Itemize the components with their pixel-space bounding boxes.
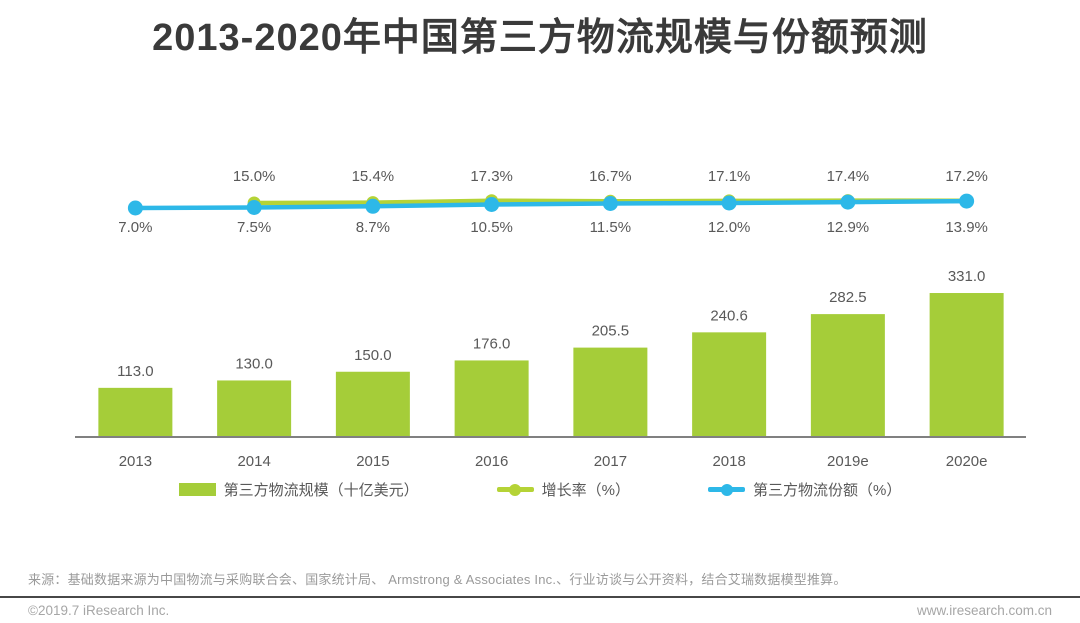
legend-label-scale: 第三方物流规模（十亿美元）	[223, 482, 419, 499]
logistics-share-point	[365, 198, 381, 214]
logistics-share-point	[721, 195, 737, 211]
growth-rate-label: 17.3%	[470, 168, 513, 185]
legend-item-growth: 增长率（%）	[496, 479, 630, 500]
growth-rate-label: 15.4%	[352, 168, 395, 185]
logistics-share-label: 12.9%	[827, 219, 870, 236]
logistics-share-label: 10.5%	[470, 219, 513, 236]
logistics-share-label: 13.9%	[945, 219, 988, 236]
bar-2015	[335, 371, 410, 437]
bar-value-label: 240.6	[710, 307, 748, 324]
green-line-dot-icon	[496, 483, 534, 496]
bar-2016	[454, 360, 529, 437]
x-axis-label: 2016	[475, 453, 508, 470]
bar-value-label: 176.0	[473, 335, 511, 352]
x-axis-label: 2015	[356, 453, 389, 470]
bar-value-label: 113.0	[117, 363, 153, 380]
x-axis-label: 2013	[119, 453, 152, 470]
bar-value-label: 130.0	[235, 355, 273, 372]
chart-title: 2013-2020年中国第三方物流规模与份额预测	[152, 17, 928, 59]
footer-bar: ©2019.7 iResearch Inc. www.iresearch.com…	[0, 596, 1080, 618]
legend-item-share: 第三方物流份额（%）	[708, 479, 901, 500]
bar-value-label: 282.5	[829, 289, 867, 306]
x-axis-label: 2019e	[827, 453, 869, 470]
logistics-share-point	[484, 197, 500, 212]
legend-item-scale: 第三方物流规模（十亿美元）	[178, 479, 419, 500]
growth-rate-label: 17.2%	[945, 168, 988, 185]
x-axis-label: 2018	[712, 453, 745, 470]
legend-label-growth: 增长率（%）	[541, 482, 630, 499]
bar-swatch-icon	[178, 483, 216, 496]
bar-2013	[98, 387, 173, 437]
logistics-share-label: 8.7%	[356, 219, 390, 236]
bar-value-label: 331.0	[948, 268, 986, 285]
logistics-share-label: 7.0%	[118, 219, 152, 236]
logistics-share-label: 12.0%	[708, 219, 751, 236]
chart-legend: 第三方物流规模（十亿美元） 增长率（%） 第三方物流份额（%）	[0, 479, 1080, 500]
x-axis-label: 2017	[594, 453, 627, 470]
chart-svg: 113.0 130.0 150.0 176.0 205.5 240.6 282.5 331.0…	[75, 168, 1026, 470]
logistics-share-point	[127, 200, 143, 216]
growth-rate-label: 15.0%	[233, 168, 276, 185]
growth-rate-label: 17.4%	[827, 168, 870, 185]
growth-rate-label: 17.1%	[708, 168, 751, 185]
logistics-share-line	[135, 198, 967, 211]
x-axis-label: 2014	[237, 453, 270, 470]
logistics-share-label: 11.5%	[590, 219, 631, 236]
bar-2014	[217, 380, 292, 437]
source-note: 来源：基础数据来源为中国物流与采购联合会、国家统计局、 Armstrong & …	[28, 572, 847, 587]
copyright-text: ©2019.7 iResearch Inc.	[28, 603, 170, 618]
x-axis-label: 2020e	[946, 453, 988, 470]
logistics-share-point	[602, 196, 618, 211]
website-link[interactable]: www.iresearch.com.cn	[916, 603, 1052, 618]
bar-2018	[692, 332, 767, 437]
bar-value-label: 150.0	[354, 347, 392, 364]
bar-2017	[573, 347, 648, 437]
legend-label-share: 第三方物流份额（%）	[753, 482, 902, 499]
bar-2019e	[810, 314, 885, 437]
logistics-share-point	[959, 193, 975, 209]
logistics-share-label: 7.5%	[237, 219, 271, 236]
logistics-share-point	[246, 200, 262, 215]
bar-2020e	[929, 293, 1004, 437]
growth-rate-label: 16.7%	[589, 168, 632, 185]
bar-value-label: 205.5	[592, 323, 630, 340]
blue-line-dot-icon	[708, 483, 745, 496]
logistics-share-point	[840, 194, 856, 210]
